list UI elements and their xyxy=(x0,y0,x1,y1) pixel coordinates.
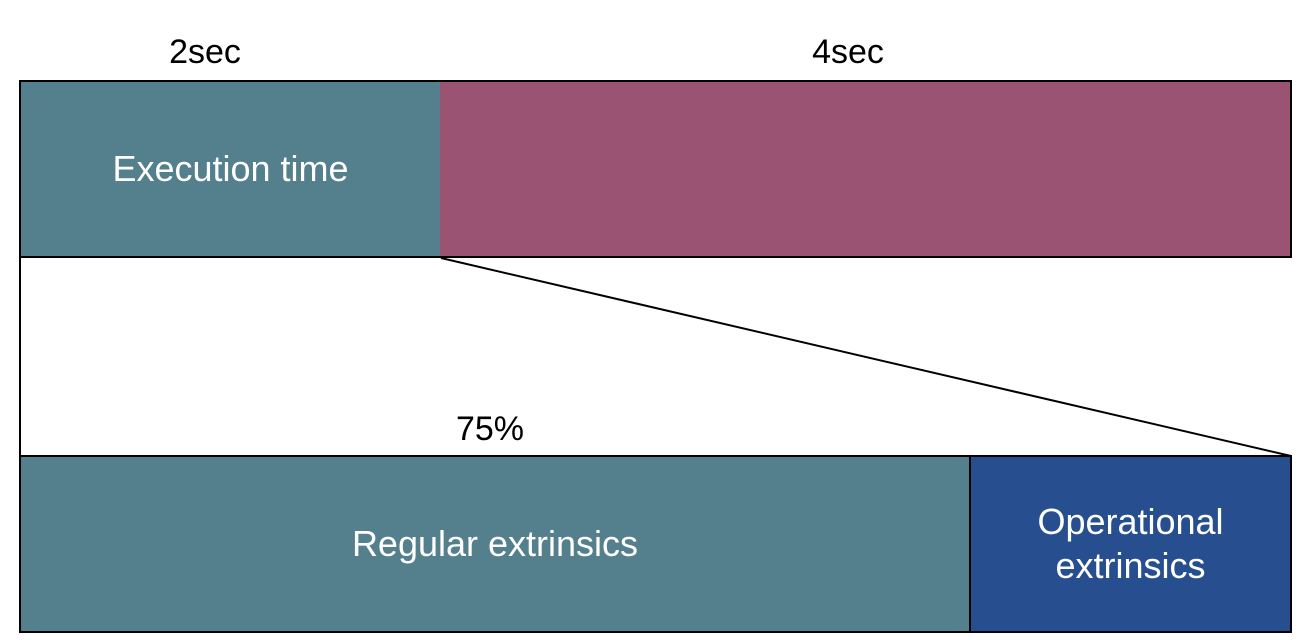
duration-label-4sec: 4sec xyxy=(812,33,884,71)
duration-label-2sec: 2sec xyxy=(169,33,241,71)
execution-time-block: Execution time xyxy=(19,80,442,258)
operational-extrinsics-block: Operational extrinsics xyxy=(969,455,1292,633)
execution-time-label: Execution time xyxy=(112,148,349,189)
regular-extrinsics-block: Regular extrinsics xyxy=(19,455,971,633)
percent-label: 75% xyxy=(455,410,525,448)
regular-extrinsics-label: Regular extrinsics xyxy=(351,523,639,564)
remaining-time-block xyxy=(440,80,1292,258)
operational-extrinsics-label: Operational extrinsics xyxy=(1037,501,1224,586)
